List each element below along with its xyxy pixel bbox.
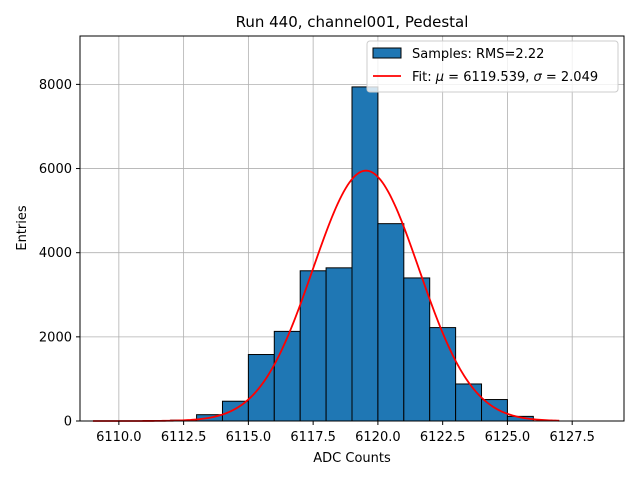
x-axis-label: ADC Counts: [313, 451, 391, 466]
histogram-bar: [481, 399, 508, 422]
legend-histogram-label: Samples: RMS=2.22: [412, 47, 544, 62]
x-tick-label: 6112.5: [161, 430, 207, 445]
y-axis-label: Entries: [15, 205, 30, 251]
plot-frame: [79, 35, 625, 422]
legend-frame: [366, 40, 619, 93]
y-tick-label: 8000: [39, 78, 72, 93]
legend-histogram-swatch: [372, 47, 402, 59]
histogram-bar: [247, 354, 275, 422]
histogram-bar: [221, 400, 249, 422]
legend-fit-label: Fit: μ = 6119.539, σ = 2.049: [412, 70, 598, 85]
x-tick-label: 6115.0: [226, 430, 272, 445]
chart-title: Run 440, channel001, Pedestal: [236, 13, 469, 31]
legend-fit-sigma-value: = 2.049: [542, 70, 598, 85]
x-tick-label: 6110.0: [96, 430, 142, 445]
legend-fit-mu-symbol: μ: [435, 70, 444, 85]
y-axis-ticks: 0 2000 4000 6000 8000: [39, 78, 80, 430]
x-tick-label: 6125.0: [485, 430, 531, 445]
legend-fit-mu-value: = 6119.539,: [444, 70, 533, 85]
legend-fit-sigma-symbol: σ: [534, 70, 543, 85]
y-tick-label: 4000: [39, 246, 72, 261]
y-tick-label: 2000: [39, 330, 72, 345]
histogram-bar: [455, 383, 483, 422]
x-tick-label: 6120.0: [355, 430, 401, 445]
histogram-bar: [325, 267, 353, 422]
histogram-bar: [299, 270, 327, 422]
histogram-bar: [351, 86, 379, 422]
y-tick-label: 0: [64, 415, 72, 430]
x-tick-label: 6127.5: [549, 430, 595, 445]
y-tick-label: 6000: [39, 162, 72, 177]
x-tick-label: 6122.5: [420, 430, 466, 445]
legend-fit-prefix: Fit:: [412, 70, 436, 85]
histogram-bar: [403, 277, 431, 422]
histogram-bar: [429, 327, 457, 422]
legend: Samples: RMS=2.22 Fit: μ = 6119.539, σ =…: [366, 40, 619, 93]
histogram-bar: [273, 330, 301, 422]
x-axis-ticks: 6110.0 6112.5 6115.0 6117.5 6120.0 6122.5 6125…: [96, 421, 595, 445]
histogram-bar: [377, 223, 405, 422]
histogram-bars: [170, 86, 534, 422]
x-tick-label: 6117.5: [290, 430, 336, 445]
